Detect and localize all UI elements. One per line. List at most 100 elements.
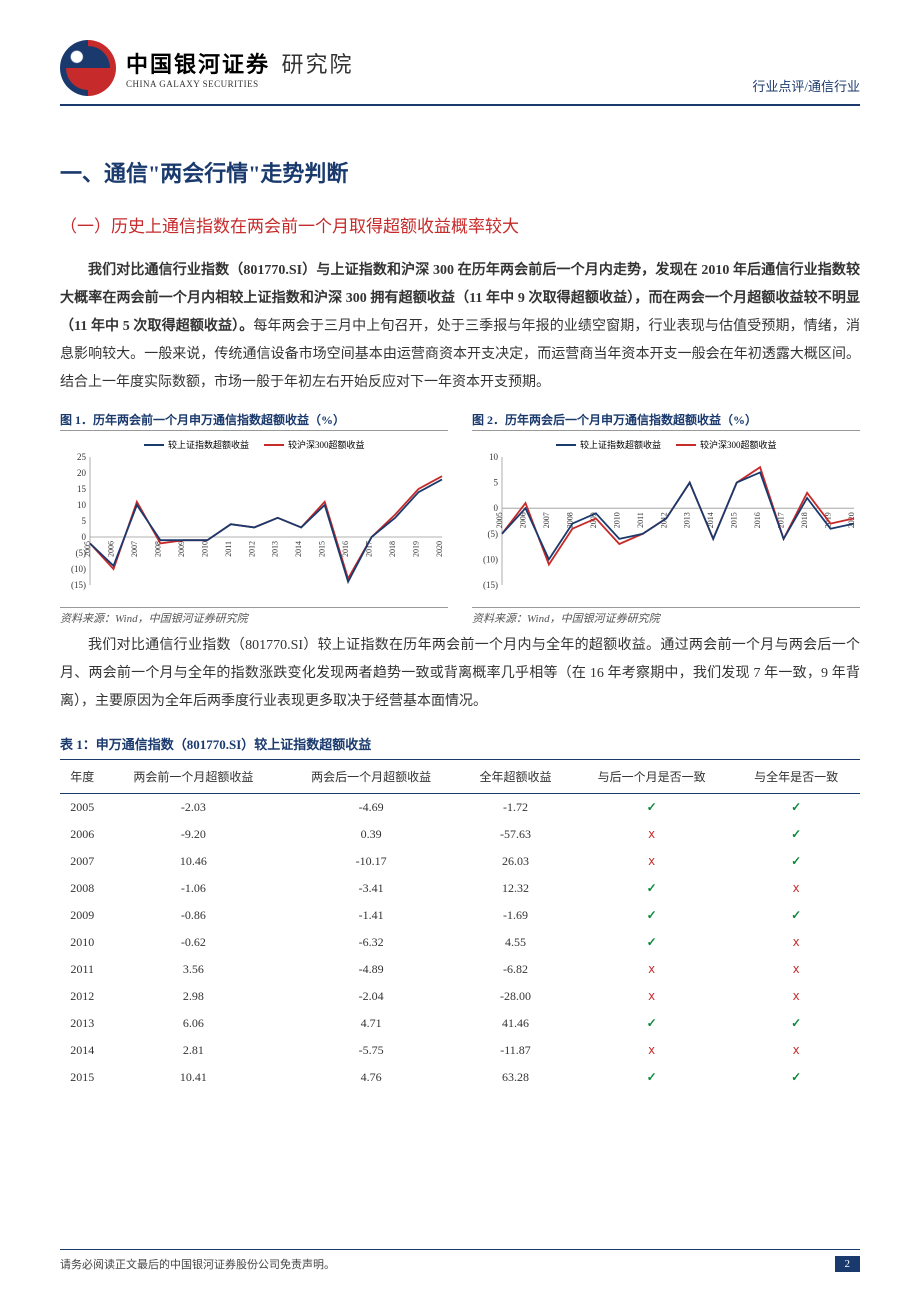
svg-text:(15): (15) [483, 580, 498, 590]
table-cell: 0.39 [282, 821, 460, 848]
table-cell: x [732, 1037, 860, 1064]
table-cell: ✓ [732, 1064, 860, 1091]
table-cell: ✓ [571, 929, 732, 956]
table-row: 20142.81-5.75-11.87xx [60, 1037, 860, 1064]
paragraph-2: 我们对比通信行业指数（801770.SI）较上证指数在历年两会前一个月内与全年的… [60, 632, 860, 716]
svg-text:10: 10 [489, 452, 499, 462]
paragraph-1: 我们对比通信行业指数（801770.SI）与上证指数和沪深 300 在历年两会前… [60, 257, 860, 397]
table-cell: x [732, 956, 860, 983]
svg-text:2020: 2020 [435, 541, 444, 557]
table-cell: -5.75 [282, 1037, 460, 1064]
table-cell: x [732, 929, 860, 956]
heading-1: 一、通信"两会行情"走势判断 [60, 156, 860, 188]
table-row: 20113.56-4.89-6.82xx [60, 956, 860, 983]
svg-text:2011: 2011 [636, 512, 645, 528]
table-cell: x [571, 956, 732, 983]
table-cell: ✓ [732, 848, 860, 875]
page-footer: 请务必阅读正文最后的中国银河证券股份公司免责声明。 2 [60, 1249, 860, 1272]
table-cell: -1.06 [104, 875, 282, 902]
svg-text:20: 20 [77, 468, 87, 478]
table-cell: 4.76 [282, 1064, 460, 1091]
table-cell: -11.87 [460, 1037, 571, 1064]
svg-text:2005: 2005 [495, 512, 504, 528]
page-number: 2 [835, 1256, 861, 1272]
table-cell: -6.82 [460, 956, 571, 983]
table-cell: -57.63 [460, 821, 571, 848]
table-cell: 6.06 [104, 1010, 282, 1037]
table-cell: -1.41 [282, 902, 460, 929]
table-cell: -2.03 [104, 794, 282, 822]
excess-return-table: 年度两会前一个月超额收益两会后一个月超额收益全年超额收益与后一个月是否一致与全年… [60, 759, 860, 1091]
table-cell: -1.69 [460, 902, 571, 929]
header-tag: 行业点评/通信行业 [752, 76, 860, 95]
chart-2-title: 图 2．历年两会后一个月申万通信指数超额收益（%） [472, 411, 860, 431]
svg-text:(5): (5) [488, 529, 499, 539]
table-row: 2008-1.06-3.4112.32✓x [60, 875, 860, 902]
table-cell: 12.32 [460, 875, 571, 902]
table-cell: 63.28 [460, 1064, 571, 1091]
svg-text:0: 0 [494, 503, 499, 513]
table-cell: 2006 [60, 821, 104, 848]
svg-text:(10): (10) [71, 564, 86, 574]
table-cell: -6.32 [282, 929, 460, 956]
chart-1: 较上证指数超额收益较沪深300超额收益(15)(10)(5)0510152025… [60, 437, 448, 607]
chart-1-source: 资料来源：Wind，中国银河证券研究院 [60, 607, 448, 626]
svg-text:2018: 2018 [800, 512, 809, 528]
table-cell: 10.41 [104, 1064, 282, 1091]
svg-text:2015: 2015 [318, 541, 327, 557]
table-cell: ✓ [571, 875, 732, 902]
logo-cn: 中国银河证券 [126, 52, 270, 77]
svg-text:2012: 2012 [247, 541, 256, 557]
svg-text:2019: 2019 [412, 541, 421, 557]
table-cell: 26.03 [460, 848, 571, 875]
table-header: 与后一个月是否一致 [571, 760, 732, 794]
table-row: 2010-0.62-6.324.55✓x [60, 929, 860, 956]
svg-text:2016: 2016 [341, 541, 350, 557]
svg-text:5: 5 [82, 516, 87, 526]
table-title: 表 1：申万通信指数（801770.SI）较上证指数超额收益 [60, 734, 860, 753]
table-cell: x [732, 983, 860, 1010]
table-cell: x [732, 875, 860, 902]
logo-icon [60, 40, 116, 96]
svg-text:10: 10 [77, 500, 87, 510]
table-cell: -0.62 [104, 929, 282, 956]
svg-text:2011: 2011 [224, 541, 233, 557]
table-cell: 2009 [60, 902, 104, 929]
svg-text:2015: 2015 [730, 512, 739, 528]
table-row: 2006-9.200.39-57.63x✓ [60, 821, 860, 848]
logo-block: 中国银河证券 研究院 CHINA GALAXY SECURITIES [60, 40, 354, 96]
table-row: 2005-2.03-4.69-1.72✓✓ [60, 794, 860, 822]
table-header: 与全年是否一致 [732, 760, 860, 794]
table-cell: -1.72 [460, 794, 571, 822]
chart-1-column: 图 1．历年两会前一个月申万通信指数超额收益（%） 较上证指数超额收益较沪深30… [60, 411, 448, 626]
table-row: 201510.414.7663.28✓✓ [60, 1064, 860, 1091]
svg-text:2014: 2014 [294, 541, 303, 557]
table-cell: ✓ [571, 794, 732, 822]
table-cell: 4.71 [282, 1010, 460, 1037]
table-cell: ✓ [571, 1010, 732, 1037]
table-cell: x [571, 1037, 732, 1064]
table-cell: ✓ [571, 1064, 732, 1091]
svg-text:较上证指数超额收益: 较上证指数超额收益 [580, 439, 661, 450]
table-header: 两会后一个月超额收益 [282, 760, 460, 794]
table-cell: 2005 [60, 794, 104, 822]
table-row: 2009-0.86-1.41-1.69✓✓ [60, 902, 860, 929]
table-header: 全年超额收益 [460, 760, 571, 794]
table-row: 200710.46-10.1726.03x✓ [60, 848, 860, 875]
table-cell: 2013 [60, 1010, 104, 1037]
table-header: 两会前一个月超额收益 [104, 760, 282, 794]
svg-text:25: 25 [77, 452, 87, 462]
table-cell: 41.46 [460, 1010, 571, 1037]
table-cell: 2.98 [104, 983, 282, 1010]
svg-text:2007: 2007 [130, 541, 139, 557]
svg-text:较沪深300超额收益: 较沪深300超额收益 [700, 439, 777, 450]
table-cell: 2011 [60, 956, 104, 983]
svg-text:0: 0 [82, 532, 87, 542]
table-cell: 2008 [60, 875, 104, 902]
logo-en: CHINA GALAXY SECURITIES [126, 79, 354, 89]
table-cell: 2015 [60, 1064, 104, 1091]
table-cell: -2.04 [282, 983, 460, 1010]
svg-text:2007: 2007 [542, 512, 551, 528]
table-cell: -4.69 [282, 794, 460, 822]
svg-text:较上证指数超额收益: 较上证指数超额收益 [168, 439, 249, 450]
